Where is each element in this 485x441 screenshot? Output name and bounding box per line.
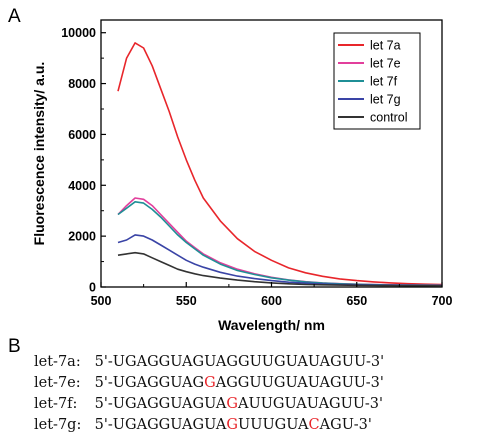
legend-label: control	[370, 111, 408, 125]
legend-label: let 7e	[370, 57, 401, 71]
sequence-text: 5'-UGAGGUAGUAGAUUGUAUAGUU-3'	[94, 396, 383, 412]
legend-label: let 7a	[370, 39, 401, 53]
sequence-text: 5'-UGAGGUAGGAGGUUGUAUAGUU-3'	[94, 375, 384, 391]
axes: 500 550 600 650 700 0 2000 4000 6000 8000 10000 Wav…	[31, 26, 452, 333]
sequence-text: 5'-UGAGGUAGUAGGUUGUAUAGUU-3'	[94, 354, 385, 370]
y-axis-label: Fluorescence intensity/ a.u.	[31, 62, 47, 246]
series-line-let-7f	[117, 201, 443, 287]
sequence-row: let-7g: 5'-UGAGGUAGUAGUUUGUACAGU-3'	[34, 415, 384, 436]
sequence-text: 5'-UGAGGUAGUAGUUUGUACAGU-3'	[94, 417, 372, 433]
series-lines	[117, 42, 443, 287]
series-line-let-7a	[117, 42, 443, 286]
series-line-let-7e	[117, 197, 443, 286]
legend-label: let 7g	[370, 93, 401, 107]
x-tick-label: 500	[91, 294, 112, 308]
sequence-list: let-7a: 5'-UGAGGUAGUAGGUUGUAUAGUU-3' let…	[34, 352, 384, 436]
mutation-base: G	[226, 396, 238, 412]
y-tick-label: 10000	[61, 26, 96, 40]
sequence-row: let-7a: 5'-UGAGGUAGUAGGUUGUAUAGUU-3'	[34, 352, 384, 373]
sequence-label: let-7e:	[34, 375, 81, 391]
sequence-label: let-7g:	[34, 417, 82, 433]
x-tick-label: 700	[432, 294, 453, 308]
x-axis-label: Wavelength/ nm	[218, 317, 325, 333]
legend: let 7a let 7e let 7f let 7g control	[333, 32, 421, 130]
sequence-label: let-7f:	[34, 396, 78, 412]
sequence-row: let-7f: 5'-UGAGGUAGUAGAUUGUAUAGUU-3'	[34, 394, 384, 415]
y-tick-label: 2000	[68, 230, 96, 244]
x-tick-label: 650	[346, 294, 367, 308]
sequence-row: let-7e: 5'-UGAGGUAGGAGGUUGUAUAGUU-3'	[34, 373, 384, 394]
panel-a-label: A	[8, 6, 21, 27]
panel-b-label: B	[8, 336, 21, 357]
mutation-base: G	[204, 375, 216, 391]
x-tick-label: 600	[261, 294, 282, 308]
y-tick-label: 6000	[68, 128, 96, 142]
y-tick-label: 8000	[68, 77, 96, 91]
mutation-base: G	[226, 417, 238, 433]
series-line-control	[117, 251, 443, 287]
mutation-base: C	[308, 417, 320, 433]
y-tick-label: 4000	[68, 179, 96, 193]
sequence-label: let-7a:	[34, 354, 81, 370]
legend-label: let 7f	[370, 75, 398, 89]
fluorescence-chart: 500 550 600 650 700 0 2000 4000 6000 8000 10000 Wav…	[31, 19, 452, 333]
y-tick-label: 0	[89, 281, 96, 295]
x-tick-label: 550	[176, 294, 197, 308]
